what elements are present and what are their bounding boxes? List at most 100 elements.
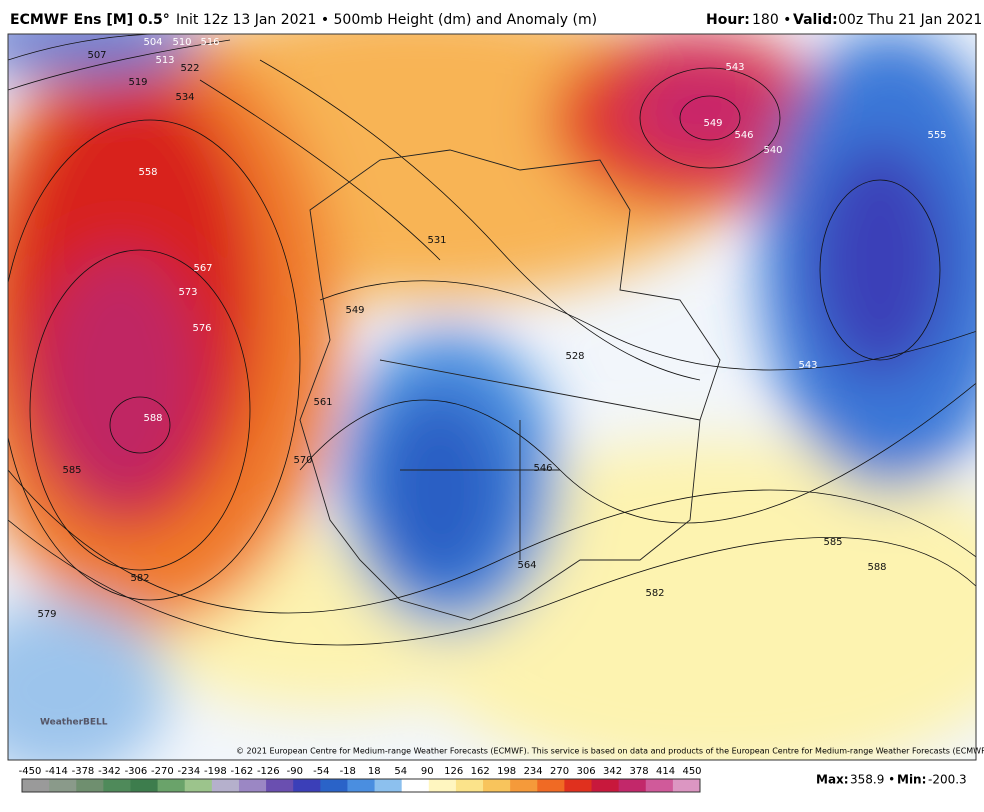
colorbar-swatch <box>510 779 538 792</box>
colorbar-tick-label: -378 <box>72 766 95 777</box>
colorbar-tick-label: 378 <box>629 766 648 777</box>
colorbar-frame <box>21 778 701 793</box>
colorbar-swatch <box>266 779 294 792</box>
colorbar-swatch <box>401 779 430 792</box>
contour-label: 549 <box>703 118 722 129</box>
colorbar-tick-label: 162 <box>471 766 490 777</box>
colorbar-swatch <box>211 779 240 792</box>
colorbar-tick-label: -198 <box>204 766 227 777</box>
colorbar-tick-label: -234 <box>178 766 201 777</box>
colorbar-tick-label: -90 <box>287 766 303 777</box>
contour-label: 576 <box>192 323 211 334</box>
map-frame <box>7 33 977 761</box>
colorbar-swatch <box>591 779 620 792</box>
contour-label: 546 <box>734 130 753 141</box>
logo: WeatherBELL <box>40 718 108 728</box>
colorbar-tick-label: 90 <box>421 766 434 777</box>
colorbar-swatch <box>49 779 77 792</box>
contour-label: 543 <box>798 360 817 371</box>
colorbar-tick-label: 18 <box>368 766 381 777</box>
contour-label: 528 <box>565 351 584 362</box>
contour-label: 561 <box>313 397 332 408</box>
contour-label: 588 <box>143 413 162 424</box>
valid: 00z Thu 21 Jan 2021 <box>838 12 982 28</box>
colorbar-tick-label: -270 <box>151 766 174 777</box>
colorbar-tick-label: -342 <box>98 766 121 777</box>
contour-label: 567 <box>193 263 212 274</box>
contour-label: 513 <box>155 55 174 66</box>
colorbar-tick-label: -18 <box>340 766 356 777</box>
colorbar-swatch <box>564 779 593 792</box>
colorbar-tick-label: 414 <box>656 766 675 777</box>
colorbar-swatch <box>293 779 321 792</box>
contour-label: 582 <box>645 588 664 599</box>
valid-label: Valid: <box>793 12 838 28</box>
contour-label: 516 <box>200 37 219 48</box>
contour-label: 555 <box>927 130 946 141</box>
colorbar-tick-label: -126 <box>257 766 280 777</box>
colorbar-tick-label: 270 <box>550 766 569 777</box>
colorbar-tick-label: 54 <box>394 766 407 777</box>
colorbar-tick-label: -414 <box>45 766 68 777</box>
contour-label: 564 <box>517 560 536 571</box>
colorbar-tick-label: 126 <box>444 766 463 777</box>
colorbar-swatch <box>130 779 159 792</box>
colorbar-swatch <box>103 779 131 792</box>
min-label: Min: <box>897 773 926 787</box>
colorbar-swatch <box>157 779 186 792</box>
colorbar-swatch <box>618 779 647 792</box>
title-rest: Init 12z 13 Jan 2021 • 500mb Height (dm)… <box>176 12 597 28</box>
colorbar-tick-label: 342 <box>603 766 622 777</box>
contour-label: 540 <box>763 145 782 156</box>
contour-label: 585 <box>823 537 842 548</box>
contour-label: 585 <box>62 465 81 476</box>
title-bold: ECMWF Ens [M] 0.5° <box>10 12 170 28</box>
colorbar-swatch <box>22 779 50 792</box>
contour-label: 510 <box>172 37 191 48</box>
contour-label: 579 <box>37 609 56 620</box>
colorbar: -450 -414 -378 -342 -306 -270 -234 -198 -162 -126… <box>19 766 702 793</box>
contour-label: 588 <box>867 562 886 573</box>
contour-label: 507 <box>87 50 106 61</box>
colorbar-swatch <box>320 779 348 792</box>
contour-label: 573 <box>178 287 197 298</box>
contour-label: 543 <box>725 62 744 73</box>
colorbar-swatch <box>374 779 403 792</box>
contour-label: 546 <box>533 463 552 474</box>
colorbar-swatch <box>76 779 104 792</box>
colorbar-tick-label: 198 <box>497 766 516 777</box>
colorbar-swatch <box>238 779 267 792</box>
colorbar-tick-label: 234 <box>524 766 543 777</box>
contour-label: 534 <box>175 92 194 103</box>
colorbar-tick-label: 306 <box>577 766 596 777</box>
colorbar-swatch <box>455 779 484 792</box>
copyright: © 2021 European Centre for Medium-range … <box>236 747 984 756</box>
colorbar-tick-label: -54 <box>313 766 329 777</box>
hour-label: Hour: <box>706 12 750 28</box>
colorbar-swatch <box>645 779 674 792</box>
colorbar-swatch <box>537 779 565 792</box>
contour-label: 549 <box>345 305 364 316</box>
min: -200.3 <box>928 773 967 787</box>
colorbar-swatch <box>347 779 376 792</box>
contour-label: 558 <box>138 167 157 178</box>
contour-label: 522 <box>180 63 199 74</box>
colorbar-swatch <box>184 779 213 792</box>
contour-label: 531 <box>427 235 446 246</box>
map <box>8 34 976 760</box>
colorbar-swatch <box>672 779 701 792</box>
colorbar-tick-label: 450 <box>682 766 701 777</box>
contour-label: 519 <box>128 77 147 88</box>
contour-label: 582 <box>130 573 149 584</box>
max: 358.9 • <box>850 773 895 787</box>
max-label: Max: <box>816 773 849 787</box>
colorbar-swatch <box>483 779 511 792</box>
colorbar-tick-label: -306 <box>125 766 148 777</box>
hour: 180 • <box>752 12 791 28</box>
colorbar-swatch <box>428 779 457 792</box>
contour-label: 570 <box>293 455 312 466</box>
contour-label: 504 <box>143 37 162 48</box>
colorbar-tick-label: -450 <box>19 766 42 777</box>
colorbar-tick-label: -162 <box>230 766 253 777</box>
